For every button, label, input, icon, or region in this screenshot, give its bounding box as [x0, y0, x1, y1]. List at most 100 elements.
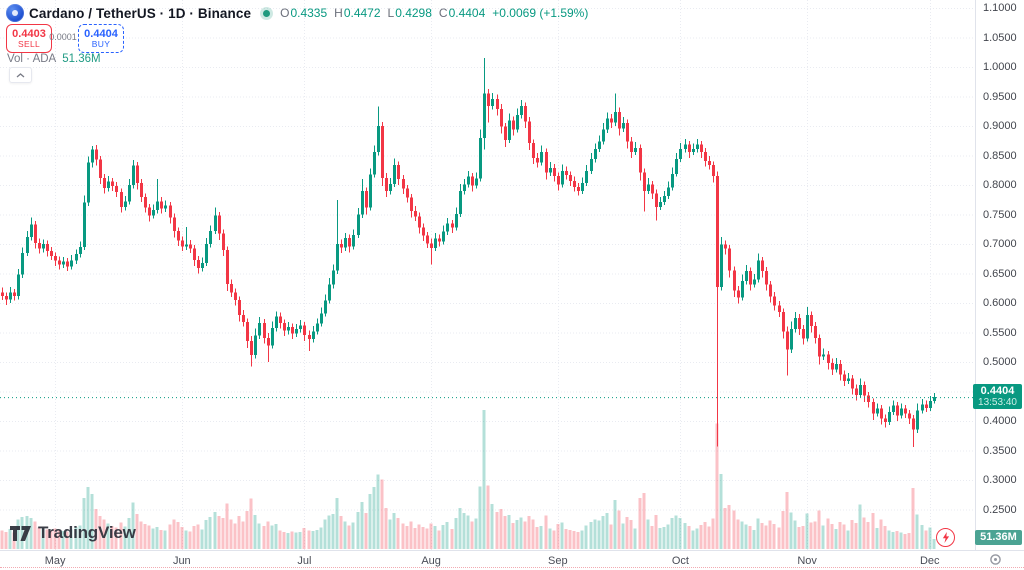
volume-bar	[605, 512, 609, 549]
candle-body	[295, 328, 298, 334]
candle-body	[692, 149, 695, 152]
candle-body	[136, 165, 139, 184]
candle-body	[5, 295, 8, 300]
candle-body	[66, 261, 69, 267]
candle-body	[508, 120, 511, 141]
volume-bar	[911, 488, 915, 549]
volume-bar	[752, 529, 756, 549]
sell-button[interactable]: 0.4403 SELL	[6, 24, 52, 53]
candle-body	[107, 181, 110, 188]
volume-bar	[106, 523, 110, 549]
candle-body	[500, 108, 503, 127]
volume-bar	[53, 528, 57, 549]
volume-bar	[548, 528, 552, 549]
candle-body	[17, 274, 20, 296]
volume-bar	[499, 508, 503, 549]
candle-body	[357, 214, 360, 236]
candle-body	[389, 183, 392, 191]
candle-body	[434, 238, 437, 249]
volume-bar	[797, 527, 801, 549]
volume-bar	[601, 516, 605, 549]
volume-bar	[781, 510, 785, 549]
candle-body	[491, 98, 494, 106]
candle-body	[622, 123, 625, 129]
volume-bar	[392, 512, 396, 549]
volume-bar	[249, 498, 253, 549]
candle-body	[373, 151, 376, 175]
candle-body	[867, 395, 870, 403]
candle-body	[393, 164, 396, 184]
chart-pane[interactable]	[0, 0, 975, 550]
price-tick-label: 0.8000	[983, 179, 1017, 191]
time-axis-bottom-line	[0, 567, 1024, 568]
volume-bar	[662, 527, 666, 549]
candle-body	[888, 412, 891, 423]
candle-body	[308, 334, 311, 339]
volume-bar	[98, 515, 102, 549]
candle-body	[177, 231, 180, 241]
volume-bar	[597, 520, 601, 549]
candle-body	[320, 313, 323, 324]
volume-bar	[507, 514, 511, 549]
axis-settings-icon[interactable]	[989, 553, 1002, 566]
candle-body	[365, 190, 368, 208]
collapse-panel-button[interactable]	[9, 67, 32, 83]
candle-body	[696, 144, 699, 150]
candle-body	[520, 105, 523, 115]
candle-body	[912, 418, 915, 430]
candle-body	[745, 271, 748, 282]
candle-body	[189, 244, 192, 249]
candle-body	[724, 244, 727, 249]
volume-bar	[899, 532, 903, 549]
volume-bar	[842, 524, 846, 549]
volume-bar	[12, 532, 16, 549]
volume-bar	[560, 522, 564, 549]
candle-body	[103, 177, 106, 188]
volume-bar	[302, 527, 306, 549]
volume-legend-value: 51.36M	[62, 53, 101, 65]
symbol-title[interactable]: Cardano / TetherUS · 1D · Binance	[29, 5, 252, 21]
lightning-icon[interactable]	[936, 528, 955, 547]
candle-body	[410, 197, 413, 211]
volume-bar	[102, 519, 106, 549]
candle-body	[802, 328, 805, 339]
candle-body	[528, 121, 531, 144]
volume-bar	[564, 529, 568, 549]
volume-bar	[650, 525, 654, 549]
candle-body	[545, 151, 548, 173]
volume-bar	[176, 522, 180, 549]
candle-body	[684, 144, 687, 150]
candle-body	[790, 328, 793, 350]
candle-body	[459, 190, 462, 214]
volume-bar	[454, 518, 458, 549]
candle-body	[397, 164, 400, 180]
price-scale[interactable]: 1.1000 1.0500 1.0000 0.9500 0.9000 0.8500 0.80…	[975, 0, 1024, 550]
candle-body	[58, 260, 61, 265]
volume-bar	[110, 525, 114, 549]
volume-bar	[654, 514, 658, 549]
candle-body	[630, 141, 633, 152]
time-scale[interactable]: May Jun Jul Aug Sep Oct Nov Dec	[0, 550, 1024, 570]
market-status-icon[interactable]	[263, 9, 271, 17]
candle-body	[222, 233, 225, 250]
volume-bar	[356, 511, 360, 549]
volume-bar	[633, 528, 637, 549]
volume-bar	[335, 498, 339, 549]
volume-legend: Vol · ADA 51.36M	[7, 53, 101, 65]
candle-body	[561, 170, 564, 185]
volume-bar	[490, 504, 494, 549]
price-tick-label: 0.4000	[983, 415, 1017, 427]
candle-body	[900, 408, 903, 416]
volume-bar	[556, 524, 560, 549]
candle-body	[21, 252, 24, 275]
volume-bar	[658, 527, 662, 549]
candle-body	[585, 170, 588, 184]
buy-button[interactable]: 0.4404 BUY	[78, 24, 124, 53]
candle-body	[859, 385, 862, 396]
tradingview-logo[interactable]: TradingView	[10, 523, 136, 543]
volume-bar	[315, 529, 319, 549]
candle-body	[757, 260, 760, 280]
volume-bar	[90, 494, 94, 549]
volume-bar	[172, 519, 176, 549]
candle-body	[916, 410, 919, 430]
